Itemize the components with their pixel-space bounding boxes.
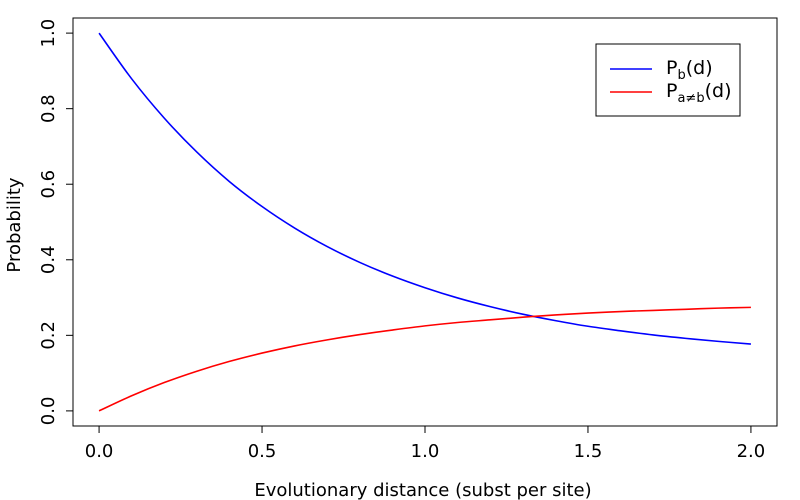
y-axis: 0.0 0.2 0.4 0.6 0.8 1.0 [38, 19, 74, 426]
y-tick-label: 0.4 [38, 245, 59, 274]
y-tick-label: 0.6 [38, 170, 59, 199]
y-axis-title: Probability [4, 177, 25, 272]
y-tick-label: 0.0 [38, 397, 59, 426]
legend: Pb(d) Pa≠b(d) [595, 43, 741, 117]
x-tick-label: 0.5 [248, 441, 277, 462]
x-axis-title: Evolutionary distance (subst per site) [254, 480, 591, 500]
legend-label-pab: Pa≠b(d) [666, 80, 731, 106]
y-tick-label: 0.8 [38, 94, 59, 123]
legend-box [595, 43, 741, 117]
legend-label-pb: Pb(d) [666, 57, 713, 83]
x-tick-label: 1.0 [411, 441, 440, 462]
x-tick-label: 0.0 [85, 441, 114, 462]
x-axis: 0.0 0.5 1.0 1.5 2.0 [85, 425, 766, 462]
y-tick-label: 1.0 [38, 19, 59, 48]
x-tick-label: 1.5 [574, 441, 603, 462]
series-line-1 [98, 306, 751, 412]
y-tick-label: 0.2 [38, 321, 59, 350]
series-layer [98, 32, 751, 412]
x-tick-label: 2.0 [737, 441, 766, 462]
series-line-0 [98, 32, 751, 345]
